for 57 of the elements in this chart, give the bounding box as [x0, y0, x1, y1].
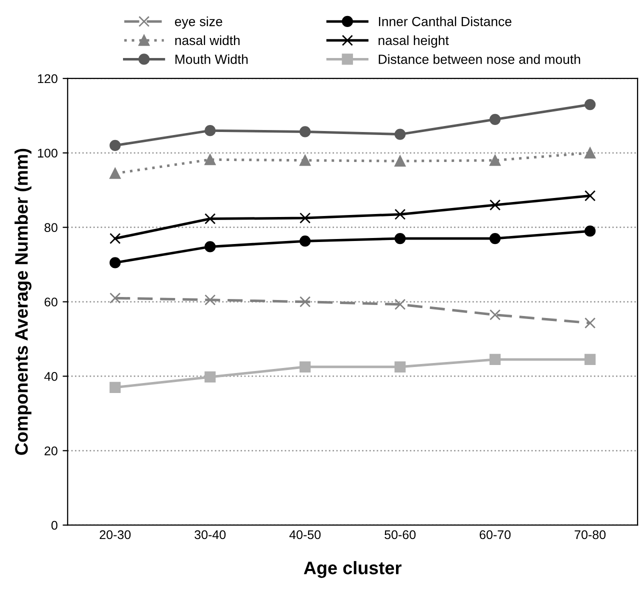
point	[110, 232, 121, 244]
point	[394, 208, 406, 220]
y-axis-title: Components Average Number (mm)	[14, 148, 32, 455]
x-tick-label: 40-50	[289, 530, 321, 540]
point	[584, 354, 596, 366]
point	[300, 236, 311, 247]
point	[490, 114, 501, 125]
x-tick-label: 30-40	[194, 530, 226, 540]
point	[584, 190, 596, 202]
point	[584, 317, 596, 329]
x-tick-label: 20-30	[100, 530, 131, 540]
point	[204, 154, 216, 166]
y-tick-label: 40	[44, 372, 58, 381]
point	[110, 382, 121, 393]
point	[204, 125, 216, 136]
point	[490, 309, 501, 320]
point	[490, 354, 501, 366]
point	[204, 371, 216, 383]
y-tick-label: 120	[38, 74, 58, 84]
point	[394, 298, 406, 310]
point	[204, 241, 216, 252]
point	[394, 128, 406, 140]
point	[584, 226, 596, 237]
x-tick-label: 60-70	[480, 530, 511, 540]
point	[300, 361, 311, 372]
y-tick-label: 20	[44, 446, 58, 456]
y-tick-label: 80	[44, 223, 58, 232]
point	[110, 257, 121, 268]
x-axis-title: Age cluster	[304, 561, 402, 578]
point	[110, 140, 121, 152]
legend-label: Distance between nose and mouth	[378, 54, 580, 64]
point	[300, 126, 311, 138]
point	[110, 168, 121, 179]
y-tick-label: 60	[44, 298, 58, 306]
y-tick-label: 0	[51, 520, 58, 530]
point	[394, 361, 406, 372]
point	[300, 212, 311, 224]
point	[300, 154, 311, 166]
x-tick-label: 50-60	[384, 530, 416, 540]
point	[490, 199, 501, 211]
point	[394, 156, 406, 167]
point	[584, 98, 596, 110]
legend-label: eye size	[174, 16, 222, 29]
point	[300, 296, 311, 308]
point	[110, 292, 121, 304]
point	[394, 232, 406, 244]
point	[490, 154, 501, 166]
legend-label: nasal width	[175, 35, 240, 46]
legend-label: Inner Canthal Distance	[378, 16, 512, 26]
y-tick-label: 100	[38, 148, 58, 158]
x-tick-label: 70-80	[574, 530, 606, 540]
legend-label: nasal height	[378, 35, 449, 48]
point	[584, 147, 596, 158]
point	[204, 213, 216, 224]
point	[490, 232, 501, 244]
legend-label: Mouth Width	[175, 54, 248, 64]
point	[204, 294, 216, 306]
